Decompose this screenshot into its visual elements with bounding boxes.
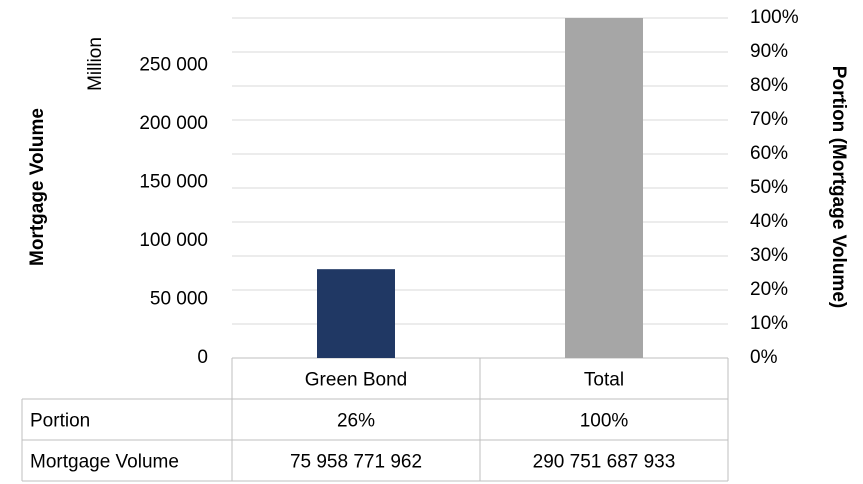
y-axis-unit-label: Million <box>85 37 106 91</box>
table-row-label: Portion <box>30 411 90 432</box>
table-cell: 26% <box>337 411 375 432</box>
gridlines <box>232 17 728 359</box>
y2-tick-label: 0% <box>750 347 778 368</box>
y2-tick-label: 30% <box>750 245 788 266</box>
bar-green-bond <box>317 269 395 358</box>
y2-tick-label: 40% <box>750 211 788 232</box>
y-tick-label: 50 000 <box>150 289 208 310</box>
y2-tick-label: 10% <box>750 313 788 334</box>
y2-tick-label: 20% <box>750 279 788 300</box>
bars <box>317 18 643 358</box>
table-cell: 290 751 687 933 <box>533 452 676 473</box>
y-tick-label: 100 000 <box>139 230 208 251</box>
y2-tick-label: 60% <box>750 143 788 164</box>
y2-axis-ticks: 0% 10% 20% 30% 40% 50% 60% 70% 80% 90% 100% <box>750 7 799 368</box>
category-label: Total <box>584 370 624 391</box>
y2-tick-label: 70% <box>750 109 788 130</box>
y2-tick-label: 50% <box>750 177 788 198</box>
y2-tick-label: 90% <box>750 41 788 62</box>
category-label: Green Bond <box>305 370 407 391</box>
y2-axis-title: Portion (Mortgage Volume) <box>828 66 849 308</box>
bar-total <box>565 18 643 358</box>
y-axis-ticks: 0 50 000 100 000 150 000 200 000 250 000 <box>139 55 208 368</box>
data-table: Green Bond Total Portion 26% 100% Mortgage Vo… <box>21 358 729 482</box>
y-tick-label: 0 <box>197 347 208 368</box>
table-cell: 100% <box>580 411 629 432</box>
y-tick-label: 250 000 <box>139 55 208 76</box>
table-row-label: Mortgage Volume <box>30 452 179 473</box>
table-cell: 75 958 771 962 <box>290 452 422 473</box>
y2-tick-label: 100% <box>750 7 799 28</box>
y-axis-title: Mortgage Volume <box>27 108 48 266</box>
y-tick-label: 150 000 <box>139 172 208 193</box>
y-tick-label: 200 000 <box>139 113 208 134</box>
y2-tick-label: 80% <box>750 75 788 96</box>
